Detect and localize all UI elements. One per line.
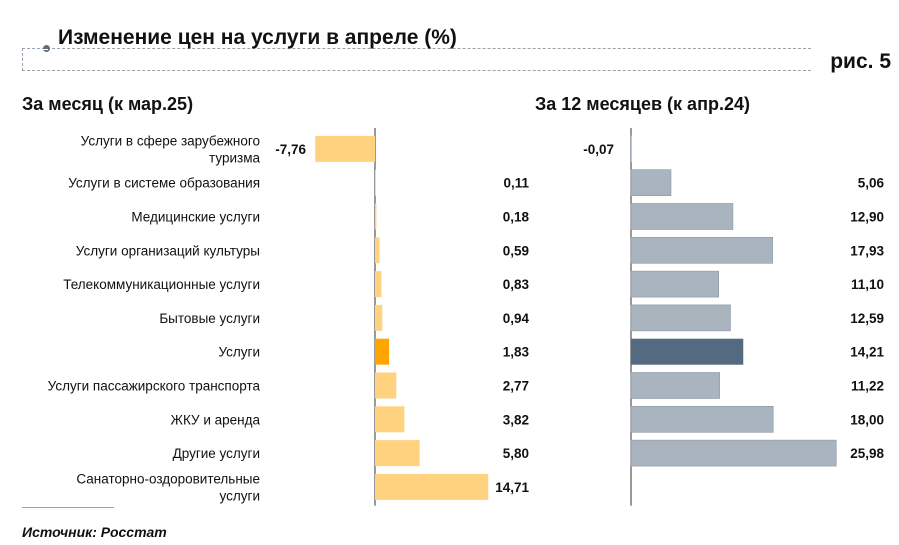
category-label: Бытовые услуги [159,311,260,326]
monthly-bar [375,304,383,331]
yearly-bar [630,237,773,264]
category-label: Другие услуги [173,446,260,461]
monthly-value-label: 0,59 [503,243,529,258]
yearly-value-label: 14,21 [850,345,884,360]
monthly-bar [375,169,376,196]
monthly-value-label: 0,18 [503,210,530,225]
yearly-value-label: -0,07 [583,142,614,157]
yearly-value-label: 5,06 [858,176,885,191]
monthly-bar [375,473,489,500]
category-label: Услуги [218,345,260,360]
yearly-value-label: 11,10 [851,277,884,292]
monthly-bar [375,338,390,365]
category-label: Услуги в системе образования [68,176,260,191]
yearly-value-label: 12,90 [850,210,884,225]
category-label: услуги [220,488,260,503]
monthly-bar [375,203,377,230]
monthly-value-label: 3,82 [503,412,529,427]
category-label: Услуги пассажирского транспорта [48,379,261,394]
category-label: Услуги в сфере зарубежного [81,133,260,148]
yearly-value-label: 18,00 [850,412,884,427]
yearly-value-label: 12,59 [850,311,884,326]
monthly-value-label: 0,94 [503,311,530,326]
chart-title: Изменение цен на услуги в апреле (%) [58,26,457,49]
source-divider [22,507,114,508]
yearly-value-label: 17,93 [850,243,884,258]
yearly-bar [631,338,744,365]
monthly-value-label: 0,11 [503,176,529,191]
yearly-panel-title: За 12 месяцев (к апр.24) [535,94,750,114]
category-label: Услуги организаций культуры [76,243,260,258]
yearly-bar [630,270,719,298]
title-decoration [22,45,811,71]
yearly-bar [630,169,672,196]
category-label: туризма [209,150,260,165]
monthly-value-label: 2,77 [503,379,529,394]
yearly-value-label: 11,22 [851,379,884,394]
figure-label: рис. 5 [830,50,891,73]
monthly-value-label: 14,71 [495,480,529,495]
monthly-value-label: -7,76 [275,142,306,157]
yearly-value-label: 25,98 [850,446,884,461]
yearly-bar [630,304,731,332]
category-label: Санаторно-оздоровительные [76,471,260,486]
monthly-value-label: 0,83 [503,277,530,292]
monthly-bar [375,237,380,264]
category-label: Медицинские услуги [131,210,260,225]
monthly-bar [375,372,397,399]
source-note: Источник: Росстат [22,524,167,540]
monthly-panel-title: За месяц (к мар.25) [22,94,194,114]
yearly-bar [630,372,720,399]
monthly-bar [375,271,382,298]
monthly-bar [375,406,405,433]
yearly-bar [630,135,632,163]
monthly-value-label: 1,83 [503,345,530,360]
category-label: Телекоммуникационные услуги [63,277,260,292]
yearly-bar [630,203,734,230]
monthly-bar [315,135,375,162]
monthly-bar [375,440,420,467]
yearly-bar [630,439,837,467]
monthly-value-label: 5,80 [503,446,529,461]
category-label: ЖКУ и аренда [171,412,261,427]
yearly-bar [630,405,774,433]
